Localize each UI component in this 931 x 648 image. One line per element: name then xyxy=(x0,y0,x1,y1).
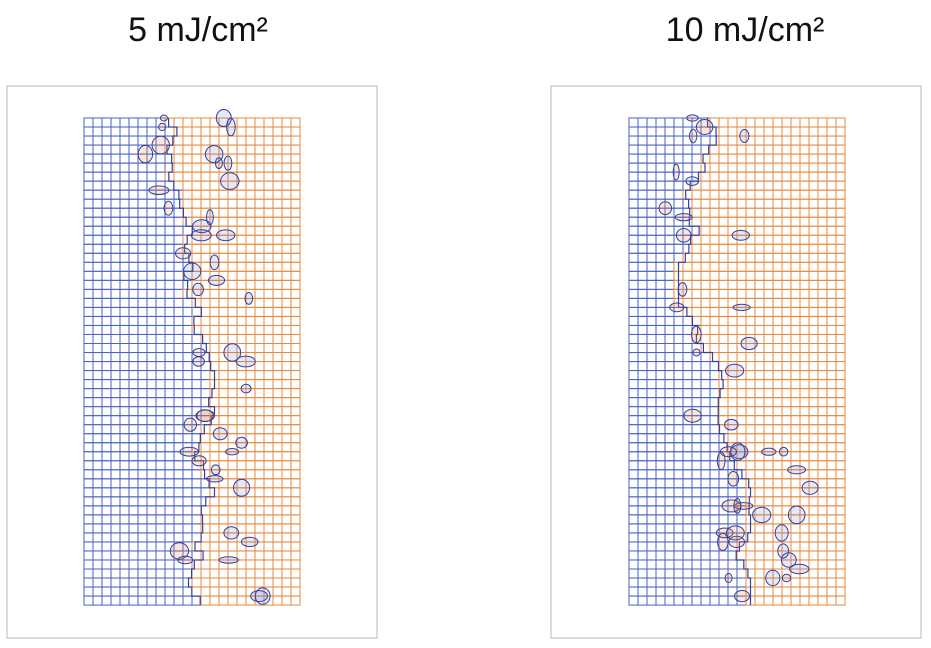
contour-island xyxy=(235,436,248,449)
panel-title: 5 mJ/cm² xyxy=(128,11,268,49)
contour-island xyxy=(658,201,673,216)
contour-island xyxy=(669,302,685,313)
contour-island xyxy=(177,555,194,565)
contour-island xyxy=(765,569,781,587)
contour-island xyxy=(210,464,221,476)
contour-island xyxy=(223,155,233,171)
boundary-contour xyxy=(166,118,216,606)
contour-island xyxy=(724,572,733,584)
contour-island xyxy=(235,355,256,368)
contour-island xyxy=(781,573,792,583)
contour-island xyxy=(206,475,224,483)
contour-island xyxy=(196,409,214,423)
contour-island xyxy=(695,119,714,135)
contour-island xyxy=(218,556,239,564)
contour-island xyxy=(689,128,698,144)
contour-island xyxy=(686,114,699,122)
contour-island xyxy=(209,254,220,271)
grid-map xyxy=(83,109,301,606)
contour-island xyxy=(725,363,745,378)
contour-island xyxy=(183,417,198,432)
contour-island xyxy=(192,219,212,234)
contour-island xyxy=(233,478,251,497)
contour-island xyxy=(244,292,254,305)
contour-island xyxy=(729,442,746,462)
contour-island xyxy=(148,185,170,195)
contour-island xyxy=(719,446,737,458)
contour-island xyxy=(190,229,212,242)
contour-island xyxy=(183,262,202,281)
contour-island xyxy=(159,114,168,122)
contour-island xyxy=(169,542,190,560)
contour-island xyxy=(163,200,174,216)
contour-island xyxy=(691,325,702,344)
contour-island xyxy=(761,447,777,456)
contour-island xyxy=(683,408,702,423)
contour-island xyxy=(787,465,807,475)
grid-map xyxy=(628,114,846,606)
contour-island xyxy=(674,213,693,222)
contour-island xyxy=(204,145,224,164)
boundary-contour xyxy=(677,118,752,606)
contour-island xyxy=(206,209,214,226)
contour-island xyxy=(175,247,192,260)
contour-island xyxy=(778,446,789,457)
contour-island xyxy=(191,455,207,467)
contour-island xyxy=(192,356,205,367)
contour-island xyxy=(137,144,154,164)
contour-island xyxy=(151,135,170,155)
contour-island xyxy=(212,427,228,441)
contour-island xyxy=(716,451,726,470)
contour-island xyxy=(733,498,742,514)
contour-island xyxy=(731,229,750,241)
contour-island xyxy=(192,348,206,357)
contour-island xyxy=(207,274,226,286)
contour-island xyxy=(250,590,269,603)
panel-title: 10 mJ/cm² xyxy=(666,11,825,49)
contour-island xyxy=(179,446,199,457)
contour-island xyxy=(220,172,240,190)
grid-cell xyxy=(290,595,301,606)
contour-island xyxy=(727,471,740,487)
contour-island xyxy=(715,527,734,539)
contour-island xyxy=(192,282,204,297)
contour-island xyxy=(774,524,789,542)
contour-island xyxy=(254,587,271,605)
contour-island xyxy=(223,526,240,540)
contour-island xyxy=(240,536,259,548)
contour-island xyxy=(225,448,240,456)
contour-island xyxy=(734,590,750,603)
contour-island xyxy=(777,543,790,559)
contour-island xyxy=(724,418,739,431)
contour-island xyxy=(732,303,751,311)
contour-island xyxy=(216,229,236,242)
contour-island xyxy=(672,163,680,181)
contour-island xyxy=(677,282,688,297)
contour-island xyxy=(752,506,772,524)
contour-island xyxy=(801,480,819,495)
contour-island xyxy=(240,383,252,394)
contour-island xyxy=(692,348,701,357)
contour-island xyxy=(740,336,758,351)
contour-island xyxy=(226,117,236,137)
contour-island xyxy=(223,343,242,362)
contour-island xyxy=(789,563,810,575)
contour-island xyxy=(685,176,700,187)
contour-island xyxy=(726,525,745,541)
contour-island xyxy=(787,505,806,525)
contour-island xyxy=(158,122,167,132)
grid-cell xyxy=(835,595,846,606)
contour-island xyxy=(739,129,750,143)
contour-island xyxy=(675,228,692,243)
